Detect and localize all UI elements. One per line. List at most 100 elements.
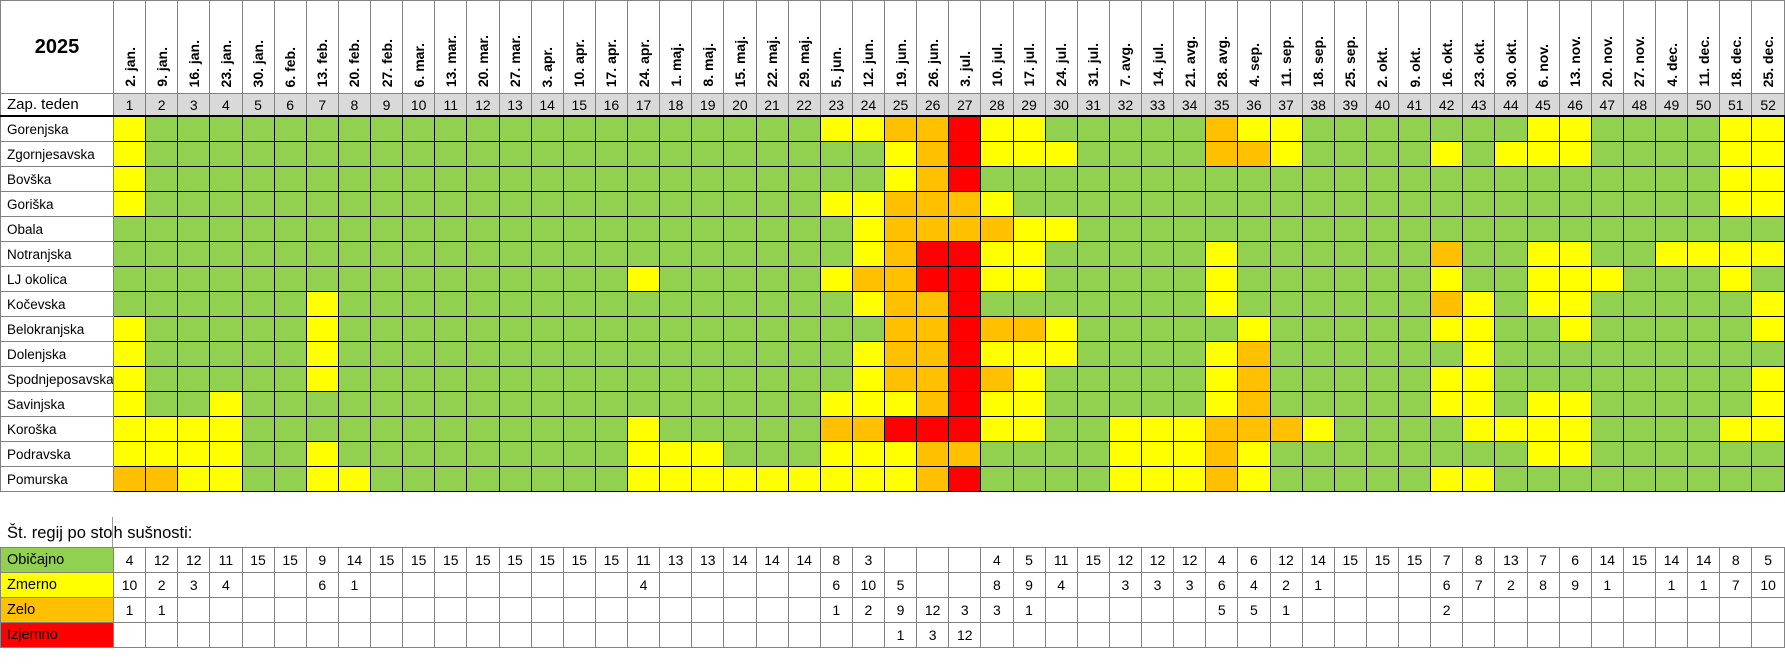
heatmap-cell-moderate[interactable]	[305, 466, 339, 492]
heatmap-cell-normal[interactable]	[1687, 291, 1721, 317]
heatmap-cell-normal[interactable]	[241, 115, 275, 142]
heatmap-cell-moderate[interactable]	[626, 441, 661, 467]
heatmap-cell-normal[interactable]	[402, 141, 436, 167]
heatmap-cell-normal[interactable]	[755, 115, 789, 142]
heatmap-cell-normal[interactable]	[1237, 266, 1271, 292]
heatmap-cell-normal[interactable]	[594, 341, 629, 367]
heatmap-cell-moderate[interactable]	[980, 266, 1014, 292]
summary-count-cell[interactable]	[691, 597, 725, 623]
summary-count-cell[interactable]	[1269, 622, 1303, 648]
heatmap-cell-normal[interactable]	[851, 141, 886, 167]
heatmap-cell-normal[interactable]	[691, 366, 725, 392]
heatmap-cell-normal[interactable]	[337, 241, 372, 267]
heatmap-cell-normal[interactable]	[466, 466, 500, 492]
heatmap-cell-moderate[interactable]	[626, 466, 661, 492]
heatmap-cell-normal[interactable]	[112, 291, 147, 317]
summary-count-cell[interactable]	[1687, 597, 1721, 623]
heatmap-cell-normal[interactable]	[145, 291, 179, 317]
summary-count-cell[interactable]	[1558, 597, 1592, 623]
week-date-cell[interactable]: 18. sep.	[1301, 0, 1335, 94]
heatmap-cell-normal[interactable]	[1590, 191, 1624, 217]
week-date-cell[interactable]: 19. jun.	[883, 0, 918, 94]
heatmap-cell-normal[interactable]	[787, 266, 821, 292]
heatmap-cell-normal[interactable]	[723, 341, 757, 367]
week-number-cell[interactable]: 45	[1526, 93, 1560, 117]
heatmap-cell-normal[interactable]	[337, 191, 372, 217]
heatmap-cell-normal[interactable]	[434, 441, 468, 467]
region-label[interactable]: Obala	[0, 216, 114, 242]
heatmap-cell-normal[interactable]	[562, 441, 596, 467]
week-number-cell[interactable]: 3	[177, 93, 211, 117]
summary-count-cell[interactable]: 15	[1622, 547, 1657, 573]
week-date-cell[interactable]: 26. jun.	[916, 0, 950, 94]
heatmap-cell-normal[interactable]	[1430, 441, 1464, 467]
week-date-cell[interactable]: 29. maj.	[787, 0, 821, 94]
heatmap-cell-normal[interactable]	[1333, 266, 1367, 292]
summary-count-cell[interactable]	[273, 622, 307, 648]
summary-count-cell[interactable]	[1397, 597, 1432, 623]
heatmap-cell-normal[interactable]	[145, 391, 179, 417]
heatmap-cell-normal[interactable]	[305, 241, 339, 267]
heatmap-cell-moderate[interactable]	[337, 466, 372, 492]
summary-count-cell[interactable]: 15	[1397, 547, 1432, 573]
heatmap-cell-normal[interactable]	[145, 316, 179, 342]
week-number-cell[interactable]: 22	[787, 93, 821, 117]
summary-count-cell[interactable]: 1	[883, 622, 918, 648]
heatmap-cell-normal[interactable]	[273, 166, 307, 192]
summary-count-cell[interactable]	[241, 622, 275, 648]
heatmap-cell-normal[interactable]	[1590, 141, 1624, 167]
heatmap-cell-normal[interactable]	[691, 291, 725, 317]
heatmap-cell-extreme[interactable]	[948, 241, 982, 267]
week-date-cell[interactable]: 15. maj.	[723, 0, 757, 94]
heatmap-cell-normal[interactable]	[594, 166, 629, 192]
summary-count-cell[interactable]: 8	[1526, 572, 1560, 598]
heatmap-cell-normal[interactable]	[755, 241, 789, 267]
heatmap-cell-extreme[interactable]	[948, 416, 982, 442]
heatmap-cell-normal[interactable]	[562, 366, 596, 392]
heatmap-cell-normal[interactable]	[1076, 115, 1110, 142]
heatmap-cell-normal[interactable]	[1044, 416, 1078, 442]
heatmap-cell-normal[interactable]	[1333, 241, 1367, 267]
heatmap-cell-normal[interactable]	[466, 416, 500, 442]
heatmap-cell-normal[interactable]	[1012, 291, 1046, 317]
heatmap-cell-normal[interactable]	[980, 466, 1014, 492]
heatmap-cell-normal[interactable]	[1365, 341, 1400, 367]
summary-count-cell[interactable]: 4	[980, 547, 1014, 573]
heatmap-cell-normal[interactable]	[1301, 341, 1335, 367]
heatmap-cell-normal[interactable]	[1590, 366, 1624, 392]
heatmap-cell-normal[interactable]	[241, 366, 275, 392]
summary-count-cell[interactable]: 1	[1687, 572, 1721, 598]
heatmap-cell-moderate[interactable]	[851, 441, 886, 467]
summary-count-cell[interactable]: 12	[177, 547, 211, 573]
heatmap-cell-moderate[interactable]	[1140, 466, 1175, 492]
summary-count-cell[interactable]: 12	[1140, 547, 1175, 573]
summary-count-cell[interactable]: 4	[112, 547, 147, 573]
heatmap-cell-moderate[interactable]	[1237, 115, 1271, 142]
heatmap-cell-normal[interactable]	[1333, 441, 1367, 467]
heatmap-cell-moderate[interactable]	[145, 441, 179, 467]
heatmap-cell-normal[interactable]	[145, 141, 179, 167]
summary-count-cell[interactable]: 11	[209, 547, 243, 573]
heatmap-cell-normal[interactable]	[594, 391, 629, 417]
heatmap-cell-normal[interactable]	[1333, 291, 1367, 317]
week-number-cell[interactable]: 48	[1622, 93, 1657, 117]
heatmap-cell-moderate[interactable]	[1719, 266, 1753, 292]
heatmap-cell-normal[interactable]	[1622, 366, 1657, 392]
summary-count-cell[interactable]	[819, 622, 853, 648]
heatmap-cell-normal[interactable]	[273, 341, 307, 367]
heatmap-cell-normal[interactable]	[1269, 441, 1303, 467]
heatmap-cell-normal[interactable]	[402, 366, 436, 392]
heatmap-cell-normal[interactable]	[691, 115, 725, 142]
heatmap-cell-normal[interactable]	[1590, 466, 1624, 492]
heatmap-cell-normal[interactable]	[530, 416, 564, 442]
heatmap-cell-normal[interactable]	[1044, 366, 1078, 392]
heatmap-cell-normal[interactable]	[1397, 291, 1432, 317]
heatmap-cell-moderate[interactable]	[1430, 316, 1464, 342]
heatmap-cell-moderate[interactable]	[112, 316, 147, 342]
heatmap-cell-normal[interactable]	[1687, 166, 1721, 192]
heatmap-cell-moderate[interactable]	[1558, 441, 1592, 467]
week-date-cell[interactable]: 17. apr.	[594, 0, 629, 94]
summary-count-cell[interactable]	[1654, 622, 1689, 648]
heatmap-cell-moderate[interactable]	[819, 266, 853, 292]
heatmap-cell-moderate[interactable]	[112, 366, 147, 392]
